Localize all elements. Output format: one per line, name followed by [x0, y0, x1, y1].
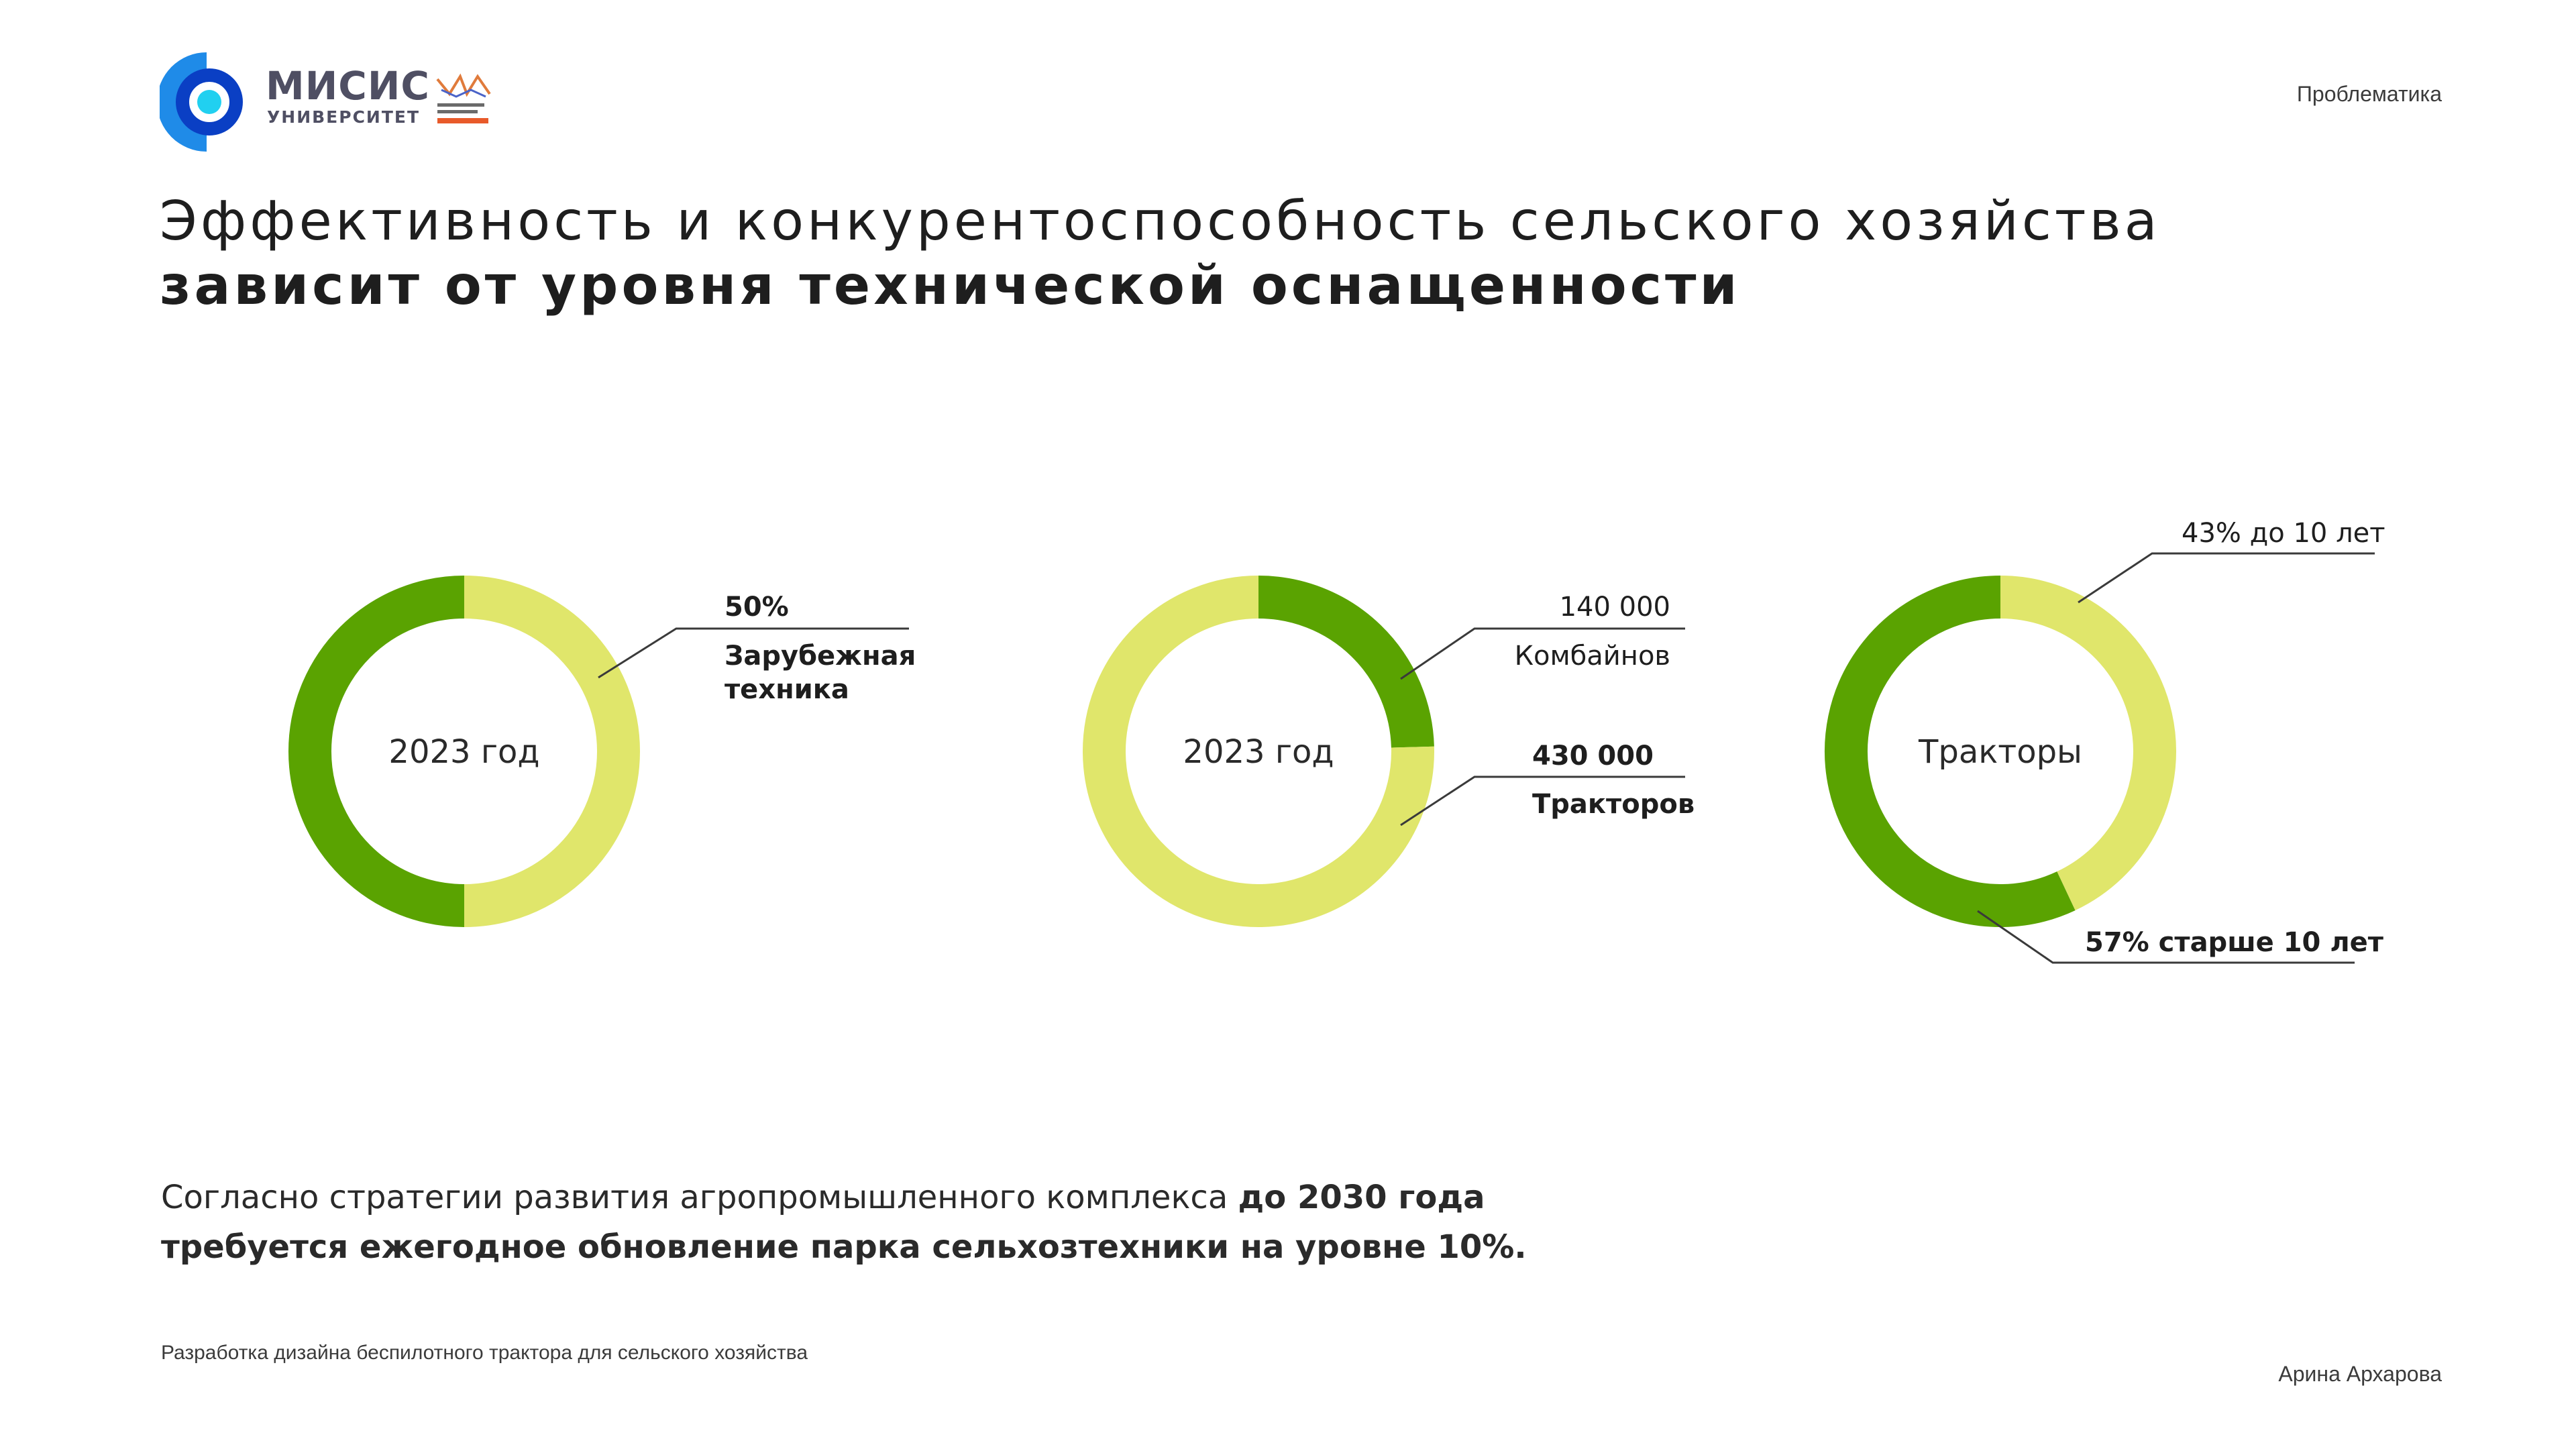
donut-3-leader-2 — [1977, 910, 2355, 964]
donut-2-label-1-line-2: Комбайнов — [1515, 641, 1670, 672]
donut-3-slice-2 — [1825, 576, 2076, 927]
page-title: Эффективность и конкурентоспособность се… — [160, 189, 2440, 318]
donut-3-slice-1 — [2000, 576, 2176, 911]
strategy-note: Согласно стратегии развития агропромышле… — [161, 1173, 1704, 1272]
donut-1-center-label: 2023 год — [388, 733, 539, 771]
donut-1-label-1-line-2: Зарубежная — [724, 641, 916, 672]
donut-3-label-1-line-1: 43% до 10 лет — [2182, 518, 2385, 549]
logo-title: МИСИС — [266, 63, 430, 109]
donut-1-slice-2 — [288, 576, 465, 927]
donut-1-slice-1 — [464, 576, 640, 927]
note-bold-1: до 2030 года — [1238, 1179, 1485, 1216]
donut-2-label-2-line-1: 430 000 — [1532, 741, 1654, 771]
donut-3-leader-1 — [2078, 552, 2375, 604]
donut-2-label-2-line-2: Тракторов — [1532, 789, 1695, 820]
donut-2-leader-2 — [1400, 775, 1685, 826]
university-logo: МИСИС УНИВЕРСИТЕТ — [157, 48, 495, 156]
donut-3-label-2-line-1: 57% старше 10 лет — [2085, 927, 2384, 958]
partner-logo-icon — [436, 73, 491, 123]
donut-1-label-1-line-1: 50% — [724, 592, 789, 623]
donut-2-slice-2 — [1083, 576, 1434, 927]
footer-author: Арина Архарова — [2278, 1362, 2442, 1386]
note-regular: Согласно стратегии развития агропромышле… — [161, 1179, 1238, 1216]
title-bold: зависит от уровня технической оснащеннос… — [160, 254, 1741, 317]
note-bold-2: требуется ежегодное обновление парка сел… — [161, 1228, 1527, 1266]
donut-2-leader-1 — [1400, 627, 1685, 680]
footer-project: Разработка дизайна беспилотного трактора… — [161, 1342, 808, 1364]
donut-1-label-1-line-3: техника — [724, 674, 849, 705]
donut-2-center-label: 2023 год — [1183, 733, 1334, 771]
section-label: Проблематика — [2296, 82, 2442, 106]
title-regular: Эффективность и конкурентоспособность се… — [160, 190, 2161, 252]
misis-logo-icon — [157, 52, 243, 152]
donut-2-label-1-line-1: 140 000 — [1560, 592, 1670, 623]
donut-2-slice-1 — [1258, 576, 1434, 749]
donut-1-leader-1 — [598, 627, 909, 679]
donut-3-center-label: Тракторы — [1918, 733, 2082, 771]
logo-subtitle: УНИВЕРСИТЕТ — [267, 107, 421, 127]
